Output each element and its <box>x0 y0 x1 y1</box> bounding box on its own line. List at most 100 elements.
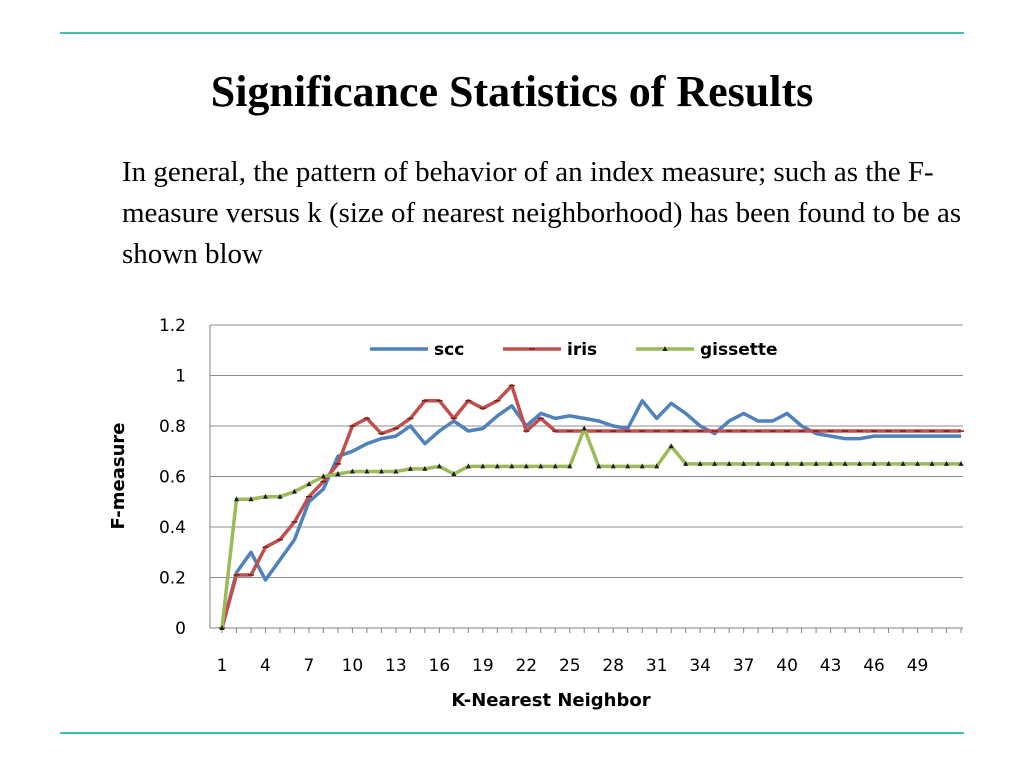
data-point-scc <box>511 405 513 407</box>
data-point-gissette <box>523 463 529 469</box>
data-point-gissette <box>306 481 312 487</box>
data-point-gissette <box>364 468 370 474</box>
data-point-gissette <box>610 463 616 469</box>
y-axis-title: F-measure <box>108 423 129 530</box>
data-point-gissette <box>248 496 254 502</box>
data-point-gissette <box>219 625 225 630</box>
data-point-gissette <box>697 460 703 466</box>
top-divider <box>60 32 964 34</box>
data-point-scc <box>351 450 353 452</box>
data-point-scc <box>250 551 252 553</box>
data-point-gissette <box>378 468 384 474</box>
data-point-scc <box>279 559 281 561</box>
data-point-gissette <box>262 493 268 499</box>
data-point-gissette <box>509 463 515 469</box>
x-tick-label: 4 <box>260 656 271 676</box>
data-point-scc <box>859 438 861 440</box>
legend-label-scc: scc <box>434 340 464 360</box>
y-tick-label: 0.6 <box>159 468 186 488</box>
data-point-gissette <box>277 493 283 499</box>
data-point-gissette <box>726 460 732 466</box>
data-point-scc <box>569 415 571 417</box>
x-tick-label: 46 <box>863 656 885 676</box>
data-point-scc <box>757 420 759 422</box>
y-tick-label: 0.4 <box>159 518 186 538</box>
data-point-scc <box>496 415 498 417</box>
data-point-scc <box>627 428 629 430</box>
legend-label-iris: iris <box>567 340 597 360</box>
data-point-scc <box>888 435 890 437</box>
data-point-scc <box>366 443 368 445</box>
data-point-scc <box>801 425 803 427</box>
data-point-gissette <box>842 460 848 466</box>
data-point-scc <box>685 412 687 414</box>
data-point-gissette <box>712 460 718 466</box>
data-point-gissette <box>596 463 602 469</box>
data-point-gissette <box>813 460 819 466</box>
y-tick-label: 0.8 <box>159 417 186 437</box>
data-point-gissette <box>755 460 761 466</box>
data-point-scc <box>540 412 542 414</box>
data-point-gissette <box>915 460 921 466</box>
data-point-gissette <box>291 488 297 494</box>
y-tick-label: 1.2 <box>159 316 186 336</box>
data-point-scc <box>612 425 614 427</box>
data-point-gissette <box>494 463 500 469</box>
bottom-divider <box>60 732 964 734</box>
data-point-scc <box>293 539 295 541</box>
data-point-gissette <box>944 460 950 466</box>
data-point-gissette <box>320 473 326 479</box>
data-point-scc <box>453 420 455 422</box>
data-point-scc <box>583 417 585 419</box>
data-point-gissette <box>770 460 776 466</box>
data-point-scc <box>931 435 933 437</box>
data-point-gissette <box>958 460 964 466</box>
data-point-gissette <box>828 460 834 466</box>
data-point-gissette <box>451 470 457 476</box>
data-point-scc <box>322 488 324 490</box>
data-point-gissette <box>233 496 239 502</box>
data-point-gissette <box>871 460 877 466</box>
y-tick-label: 1 <box>175 367 186 387</box>
legend-label-gissette: gissette <box>700 340 778 360</box>
data-point-gissette <box>538 463 544 469</box>
data-point-gissette <box>683 460 689 466</box>
x-tick-label: 7 <box>304 656 315 676</box>
data-point-gissette <box>567 463 573 469</box>
series-lines <box>219 383 964 630</box>
y-tick-label: 0.2 <box>159 569 186 589</box>
x-tick-label: 10 <box>342 656 364 676</box>
data-point-gissette <box>552 463 558 469</box>
data-point-gissette <box>741 460 747 466</box>
data-point-scc <box>598 420 600 422</box>
y-tick-labels: 0 0.2 0.4 0.6 0.8 1 1.2 <box>159 316 186 639</box>
data-point-scc <box>409 425 411 427</box>
data-point-gissette <box>784 460 790 466</box>
data-point-gissette <box>436 463 442 469</box>
data-point-gissette <box>799 460 805 466</box>
data-point-scc <box>424 443 426 445</box>
data-point-scc <box>656 417 658 419</box>
data-point-scc <box>395 435 397 437</box>
data-point-scc <box>714 433 716 435</box>
data-point-gissette <box>900 460 906 466</box>
data-point-gissette <box>625 463 631 469</box>
x-tick-label: 16 <box>429 656 451 676</box>
x-tick-label: 40 <box>776 656 798 676</box>
x-tick-label: 22 <box>515 656 537 676</box>
x-tick-label: 1 <box>217 656 228 676</box>
data-point-gissette <box>465 463 471 469</box>
series-line-iris <box>220 383 961 629</box>
data-point-scc <box>873 435 875 437</box>
slide-body-text: In general, the pattern of behavior of a… <box>122 156 962 270</box>
x-tick-label: 43 <box>820 656 842 676</box>
data-point-scc <box>482 428 484 430</box>
data-point-scc <box>264 579 266 581</box>
data-point-scc <box>235 571 237 573</box>
data-point-scc <box>902 435 904 437</box>
x-tick-label: 34 <box>689 656 711 676</box>
data-point-scc <box>728 420 730 422</box>
data-point-scc <box>554 417 556 419</box>
data-point-gissette <box>422 465 428 471</box>
